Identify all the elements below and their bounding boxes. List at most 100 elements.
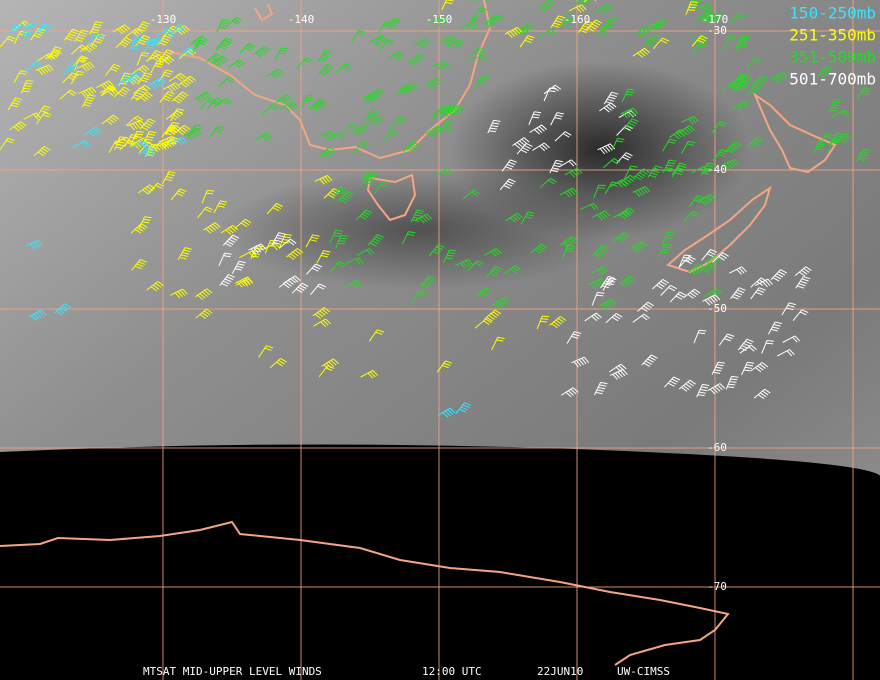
wind-barb [216, 19, 230, 33]
wind-barb [169, 136, 187, 146]
longitude-label: -140 [288, 13, 315, 26]
wind-barb [711, 121, 727, 134]
wind-barb [707, 12, 724, 25]
wind-barb [147, 142, 166, 153]
wind-barb [134, 21, 150, 34]
wind-barb [172, 25, 190, 36]
wind-barb [753, 388, 771, 400]
wind-barb [515, 23, 534, 36]
wind-barb [828, 99, 842, 113]
wind-barb [661, 231, 675, 246]
wind-barb [178, 47, 196, 58]
grid-labels: -130 -140 -150 -160 -170-30 -40 -50 -60 -70 [150, 13, 729, 593]
wind-barb [536, 315, 550, 330]
wind-barb [683, 210, 699, 223]
wind-barb [621, 88, 635, 103]
wind-barb [279, 101, 298, 112]
wind-barb [9, 121, 27, 132]
wind-barb [503, 264, 522, 275]
wind-barb [300, 94, 314, 109]
wind-barb [129, 37, 143, 51]
wind-barb [519, 35, 535, 48]
wind-barb [751, 75, 769, 86]
wind-barb [561, 387, 579, 398]
wind-barb [124, 134, 139, 147]
wind-barb [677, 125, 695, 137]
wind-barb [195, 288, 213, 301]
wind-barb [608, 363, 627, 373]
wind-barb [604, 181, 620, 195]
wind-barb [462, 189, 480, 200]
wind-barb [618, 275, 636, 288]
wind-barb [700, 162, 715, 176]
wind-barb [209, 125, 225, 138]
wind-barb [373, 181, 389, 195]
wind-barb [203, 222, 221, 234]
wind-barb [387, 51, 405, 61]
wind-barb [733, 100, 751, 111]
wind-barb [455, 402, 472, 415]
wind-barb [199, 97, 216, 110]
wind-barb [792, 309, 809, 322]
wind-barb [550, 15, 566, 28]
wind-barb [501, 159, 518, 172]
wind-barb [144, 39, 158, 53]
wind-barb [746, 136, 764, 148]
wind-barb [746, 83, 763, 96]
wind-barb [24, 240, 43, 250]
wind-barb [162, 82, 181, 93]
wind-barb [96, 80, 114, 91]
wind-barb [472, 7, 488, 20]
wind-barb [54, 303, 72, 316]
footer-text: MTSAT MID-UPPER LEVEL WINDS [143, 665, 322, 678]
wind-barb [671, 162, 687, 175]
wind-barb [210, 55, 229, 67]
wind-barb [219, 274, 235, 287]
wind-barb [156, 27, 174, 37]
wind-barb [64, 28, 80, 42]
wind-barb [213, 200, 228, 214]
wind-barb [335, 234, 348, 249]
wind-barb [254, 132, 273, 141]
wind-barb [138, 216, 152, 230]
wind-barb [377, 21, 392, 35]
wind-barb [130, 87, 147, 100]
wind-barb [588, 278, 606, 290]
wind-barb [150, 60, 165, 74]
wind-barb [144, 36, 163, 47]
wind-barb [770, 269, 788, 282]
wind-barb [634, 25, 653, 38]
latitude-label: -40 [707, 163, 727, 176]
footer-text: 22JUN10 [537, 665, 583, 678]
wind-barb [735, 35, 749, 49]
wind-barb [317, 63, 335, 77]
wind-barb [350, 30, 366, 43]
longitude-label: -150 [426, 13, 453, 26]
wind-barb [401, 231, 416, 245]
wind-barb [712, 149, 728, 162]
wind-barb [455, 259, 473, 269]
wind-barb [595, 3, 613, 14]
wind-barb [697, 194, 716, 206]
wind-barb [564, 167, 583, 178]
wind-barb [737, 338, 754, 352]
wind-barb [271, 232, 286, 246]
wind-barb [599, 102, 617, 113]
wind-barb [574, 0, 590, 7]
wind-barb [680, 116, 699, 125]
wind-barb [379, 38, 395, 52]
wind-barb [35, 64, 54, 76]
wind-barb [856, 87, 871, 101]
wind-barb [696, 383, 710, 398]
wind-barb [652, 37, 670, 50]
wind-barb [467, 260, 484, 272]
wind-barb [234, 276, 253, 288]
wind-barb [411, 290, 426, 305]
wind-barb [632, 47, 651, 58]
wind-barb [193, 91, 212, 103]
wind-barb [314, 175, 333, 185]
antarctica-coast [0, 520, 730, 666]
wind-barb [438, 35, 457, 46]
wind-barb [487, 119, 501, 134]
